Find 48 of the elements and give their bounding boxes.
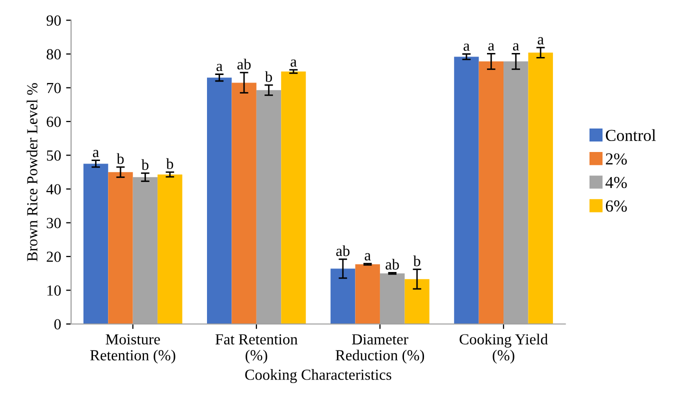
y-tick-label: 30: [46, 218, 61, 228]
bar: [330, 268, 356, 324]
data-label: a: [92, 150, 99, 158]
bar: [83, 164, 108, 324]
y-tick-label: 90: [46, 15, 61, 26]
x-axis-title: Cooking Characteristics: [245, 369, 392, 384]
bar: [108, 172, 133, 324]
y-tick-label: 60: [46, 116, 61, 127]
data-label: a: [364, 253, 371, 260]
y-tick-label: 70: [47, 82, 61, 94]
y-tick-label: 80: [46, 49, 61, 60]
data-label: a: [216, 64, 223, 72]
legend-label: 4%: [606, 176, 627, 188]
data-label: ab: [237, 58, 251, 70]
y-tick-label: 40: [46, 184, 61, 194]
y-axis-title: Brown Rice Powder Level %: [26, 83, 38, 262]
legend-label: 6%: [606, 200, 627, 212]
data-label: b: [166, 158, 174, 170]
bar: [454, 56, 479, 324]
bar: [232, 82, 256, 324]
bar: [404, 279, 430, 324]
data-label: a: [488, 43, 494, 51]
bar: [281, 72, 306, 324]
bar: [206, 78, 232, 324]
x-tick-label: Cooking Yield (%): [460, 334, 548, 364]
data-label: b: [413, 255, 420, 266]
bar: [355, 264, 380, 324]
data-label: a: [538, 37, 544, 44]
x-tick-label: Diameter Reduction (%): [336, 334, 424, 364]
data-label: b: [116, 153, 124, 164]
data-label: b: [264, 71, 272, 82]
y-tick-label: 0: [54, 319, 61, 330]
y-tick-label: 20: [46, 252, 61, 262]
legend-label: 2%: [606, 153, 627, 165]
bar: [528, 52, 553, 324]
bar: [478, 61, 504, 324]
data-label: a: [464, 44, 470, 51]
data-label: a: [290, 59, 297, 67]
data-label: a: [513, 43, 520, 51]
y-tick-label: 10: [47, 285, 61, 296]
legend-label: Control: [606, 129, 656, 142]
data-label: ab: [336, 245, 350, 256]
data-label: b: [141, 159, 148, 170]
y-tick-label: 50: [46, 150, 61, 161]
x-tick-label: Moisture Retention (%): [90, 334, 176, 364]
data-label: ab: [386, 258, 399, 270]
x-tick-label: Fat Retention (%): [215, 334, 298, 364]
bar: [158, 174, 182, 324]
